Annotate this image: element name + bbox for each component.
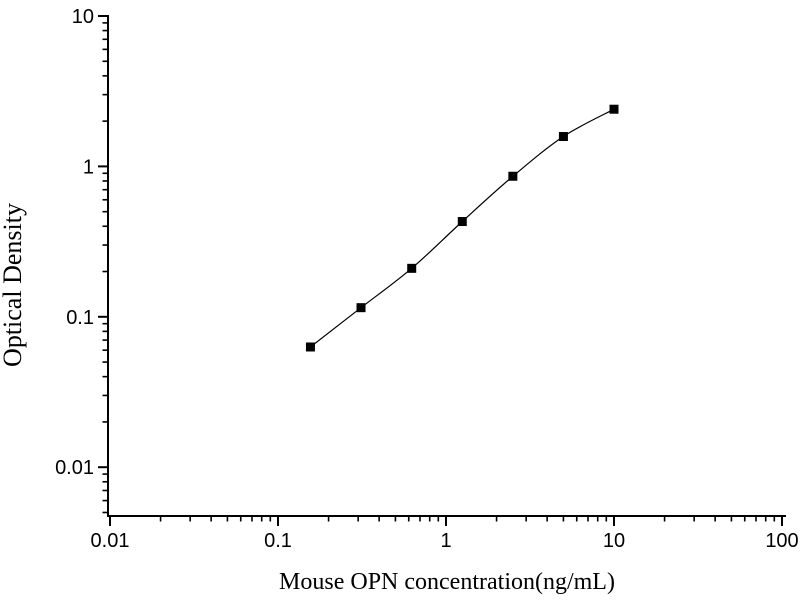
x-tick-label: 1	[440, 530, 451, 552]
data-point-marker	[558, 132, 568, 142]
data-series	[305, 104, 619, 352]
tick-labels: 0.01 0.1 1 10 0.01 0.1 1 10 100	[55, 6, 799, 552]
y-tick-label: 10	[72, 6, 94, 28]
x-tick-label: 0.01	[91, 530, 130, 552]
data-point-marker	[356, 303, 366, 313]
data-point-marker	[407, 263, 417, 273]
y-tick-label: 0.1	[66, 307, 94, 329]
tick-marks	[98, 15, 783, 526]
y-tick-label: 0.01	[55, 457, 94, 479]
curve-line	[310, 108, 615, 348]
data-point-marker	[457, 217, 467, 227]
x-tick-label: 0.1	[264, 530, 292, 552]
x-tick-label: 10	[603, 530, 625, 552]
y-axis-title: Optical Density	[0, 203, 27, 367]
x-axis-title: Mouse OPN concentration(ng/mL)	[279, 569, 615, 595]
y-tick-label: 1	[83, 156, 94, 178]
data-point-marker	[609, 104, 619, 114]
x-tick-label: 100	[765, 530, 798, 552]
data-point-marker	[305, 342, 315, 352]
axes	[107, 15, 786, 517]
data-point-marker	[508, 171, 518, 181]
